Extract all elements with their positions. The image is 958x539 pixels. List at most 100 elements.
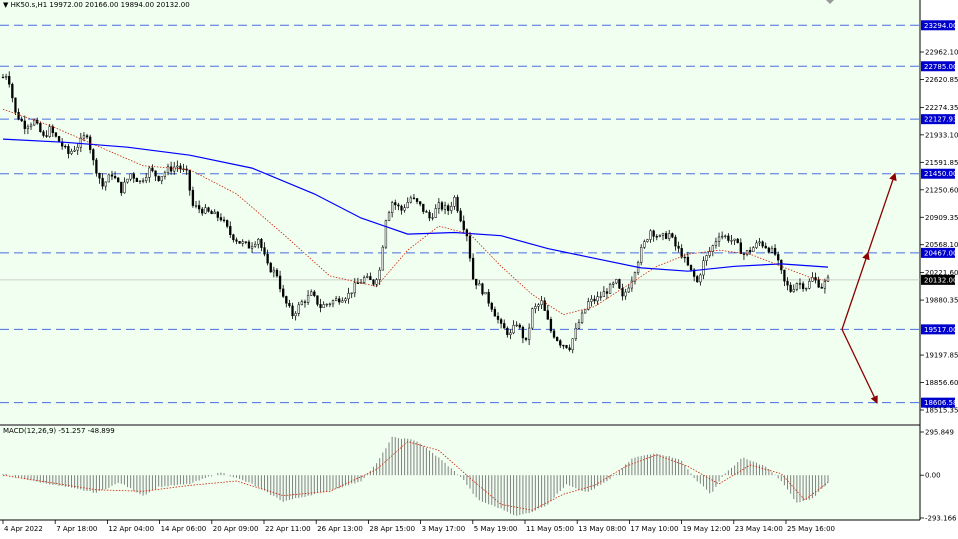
- candle-body: [587, 301, 590, 310]
- candle-body: [135, 178, 139, 182]
- scroll-marker-icon[interactable]: [826, 0, 834, 4]
- candle-body: [120, 181, 123, 194]
- candle-body: [805, 288, 808, 290]
- candle-body: [291, 305, 294, 317]
- candle-body: [621, 288, 624, 297]
- y-tick-label: 22274.35: [925, 104, 958, 112]
- candle-body: [599, 296, 602, 298]
- candle-body: [593, 298, 596, 302]
- candle-body: [649, 230, 652, 240]
- level-label-bg-6: [921, 397, 955, 408]
- candle-body: [107, 174, 110, 183]
- candle-body: [577, 322, 581, 329]
- candle-body: [686, 256, 690, 266]
- candle-body: [624, 291, 627, 297]
- candle-body: [447, 205, 450, 211]
- candle-body: [633, 272, 637, 282]
- candle-body: [459, 210, 462, 222]
- candle-body: [431, 217, 434, 219]
- candle-body: [777, 254, 780, 261]
- y-tick-label: 21250.60: [925, 186, 958, 194]
- candle-body: [770, 247, 774, 253]
- candle-body: [801, 283, 805, 289]
- candle-body: [204, 207, 207, 214]
- candle-body: [397, 204, 400, 207]
- macd-y-tick-label: 0.00: [925, 472, 941, 480]
- candle-body: [537, 304, 540, 307]
- candle-body: [113, 175, 117, 179]
- candle-body: [515, 324, 518, 327]
- candle-body: [73, 149, 76, 152]
- macd-signal-line: [2, 441, 829, 511]
- current-price-label-bg: [921, 274, 955, 285]
- candle-body: [733, 238, 736, 241]
- candle-body: [201, 208, 204, 214]
- candle-body: [823, 281, 827, 289]
- candle-body: [222, 219, 226, 222]
- candle-body: [235, 239, 238, 242]
- fast-moving-average: [2, 108, 829, 316]
- candle-body: [254, 243, 257, 247]
- x-tick-label: 20 Apr 09:00: [213, 525, 259, 533]
- candle-body: [229, 226, 232, 235]
- candle-body: [82, 135, 86, 139]
- candle-body: [319, 304, 322, 308]
- price-axis: 22962.10 22620.85 22274.35 21933.10 21591.85…: [920, 20, 958, 415]
- candle-body: [210, 211, 213, 215]
- candle-body: [668, 233, 671, 239]
- level-label-6: 18606.58: [924, 399, 957, 407]
- candle-body: [692, 269, 696, 277]
- y-tick-label: 22620.85: [925, 76, 958, 84]
- candle-body: [179, 165, 182, 170]
- candle-body: [166, 166, 170, 174]
- candle-body: [612, 282, 615, 285]
- candle-body: [191, 190, 195, 206]
- candle-body: [294, 313, 297, 317]
- candle-body: [752, 247, 755, 252]
- candle-body: [138, 180, 142, 182]
- candle-body: [23, 120, 26, 129]
- y-tick-label: 18856.60: [925, 379, 958, 387]
- candle-body: [552, 330, 556, 338]
- candle-body: [356, 282, 360, 284]
- x-tick-label: 11 May 05:00: [526, 525, 574, 533]
- candle-body: [705, 255, 708, 262]
- candle-body: [456, 196, 459, 212]
- candle-body: [297, 304, 300, 314]
- candle-body: [303, 301, 307, 303]
- candle-body: [26, 126, 30, 129]
- candle-body: [440, 202, 444, 210]
- level-label-5: 19517.00: [924, 326, 957, 334]
- moving-averages: [2, 108, 829, 316]
- level-label-bg-4: [921, 247, 955, 258]
- candle-body: [300, 301, 304, 306]
- candle-body: [219, 217, 223, 221]
- candle-body: [484, 291, 487, 295]
- candle-body: [749, 250, 752, 252]
- level-label-0: 23294.00: [924, 22, 957, 30]
- candle-body: [773, 247, 777, 255]
- macd-y-tick-label: 295.849: [925, 429, 954, 437]
- candle-body: [42, 131, 45, 136]
- candle-body: [406, 201, 409, 208]
- x-tick-label: 23 May 14:00: [735, 525, 783, 533]
- candle-body: [540, 300, 543, 306]
- candle-body: [92, 149, 95, 161]
- candle-body: [699, 274, 702, 283]
- candle-body: [260, 239, 263, 248]
- y-tick-label: 20909.35: [925, 214, 958, 222]
- projection-arrows: [841, 172, 897, 404]
- y-tick-label: 21591.85: [925, 159, 958, 167]
- candle-body: [761, 241, 764, 247]
- candle-body: [608, 284, 612, 294]
- candle-body: [780, 259, 783, 271]
- candle-body: [372, 279, 375, 285]
- collapse-triangle-icon[interactable]: ▼: [3, 1, 9, 9]
- candle-body: [366, 276, 369, 278]
- candle-body: [197, 205, 201, 210]
- candle-body: [618, 279, 621, 289]
- x-tick-label: 7 Apr 18:00: [56, 525, 97, 533]
- candle-body: [702, 260, 705, 276]
- candle-body: [238, 241, 241, 244]
